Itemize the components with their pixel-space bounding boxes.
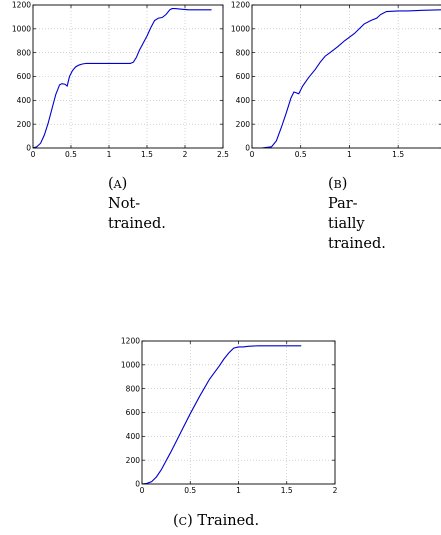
x-tick-label: 1.5 <box>141 150 153 159</box>
y-tick-label: 1200 <box>231 1 250 10</box>
y-tick-label: 200 <box>17 120 32 129</box>
x-tick-label: 0 <box>250 150 255 159</box>
plot-frame <box>251 4 441 149</box>
series-line <box>33 8 212 148</box>
caption-b: (B) <box>328 176 347 192</box>
x-tick-label: 2 <box>333 486 338 495</box>
y-tick-label: 400 <box>17 96 32 105</box>
chart-panel-c: 0 0.5 1 1.5 2 0 200 400 600 800 1000 1200 (C) Traine… <box>121 337 338 529</box>
y-tick-label: 600 <box>17 72 32 81</box>
plot-frame <box>32 4 224 149</box>
y-tick-label: 1200 <box>12 1 31 10</box>
y-tick-label: 1000 <box>12 24 31 33</box>
y-tick-label: 600 <box>126 408 141 417</box>
y-tick-label: 1000 <box>121 360 140 369</box>
caption-c: (C) Trained. <box>173 513 259 529</box>
y-tick-label: 800 <box>126 384 141 393</box>
y-tick-label: 1200 <box>121 337 140 346</box>
caption-text-line: Not- <box>108 196 140 212</box>
x-tick-label: 0 <box>140 486 145 495</box>
y-tick-label: 800 <box>236 48 251 57</box>
y-tick-label: 0 <box>245 144 250 153</box>
panel-label: ( <box>108 176 114 192</box>
caption-text-line: Par- <box>328 196 358 212</box>
y-tick-label: 0 <box>26 144 31 153</box>
y-tick-label: 600 <box>236 72 251 81</box>
caption-text-line: tially <box>328 216 365 232</box>
chart-panel-b: 0 0.5 1 1.5 0 200 400 600 800 1000 1200 (B) Par-tial… <box>231 1 441 252</box>
caption-text-line: trained. <box>108 216 166 232</box>
x-tick-label: 1.5 <box>392 150 404 159</box>
y-tick-label: 200 <box>236 120 251 129</box>
series-line <box>252 9 441 148</box>
panel-label: ( <box>173 513 179 529</box>
x-tick-label: 1 <box>236 486 241 495</box>
panel-label: ( <box>328 176 334 192</box>
y-tick-label: 400 <box>126 432 141 441</box>
y-tick-label: 200 <box>126 456 141 465</box>
x-tick-label: 0.5 <box>65 150 77 159</box>
y-tick-label: 800 <box>17 48 32 57</box>
series-line <box>142 345 302 484</box>
x-tick-label: 2.5 <box>217 150 229 159</box>
x-tick-label: 0 <box>31 150 36 159</box>
caption-text-line: trained. <box>328 236 386 252</box>
x-tick-label: 1 <box>347 150 352 159</box>
x-tick-label: 1.5 <box>281 486 293 495</box>
x-tick-label: 0.5 <box>295 150 307 159</box>
x-tick-label: 2 <box>183 150 188 159</box>
y-tick-label: 0 <box>135 480 140 489</box>
x-tick-label: 1 <box>107 150 112 159</box>
caption-text: Trained. <box>193 513 259 529</box>
y-tick-label: 1000 <box>231 24 250 33</box>
x-tick-label: 0.5 <box>184 486 196 495</box>
chart-panel-a: 0 0.5 1 1.5 2 2.5 0 200 400 600 800 1000 1200 (A) Not-… <box>12 1 229 232</box>
y-tick-label: 400 <box>236 96 251 105</box>
caption-a: (A) <box>108 176 127 192</box>
